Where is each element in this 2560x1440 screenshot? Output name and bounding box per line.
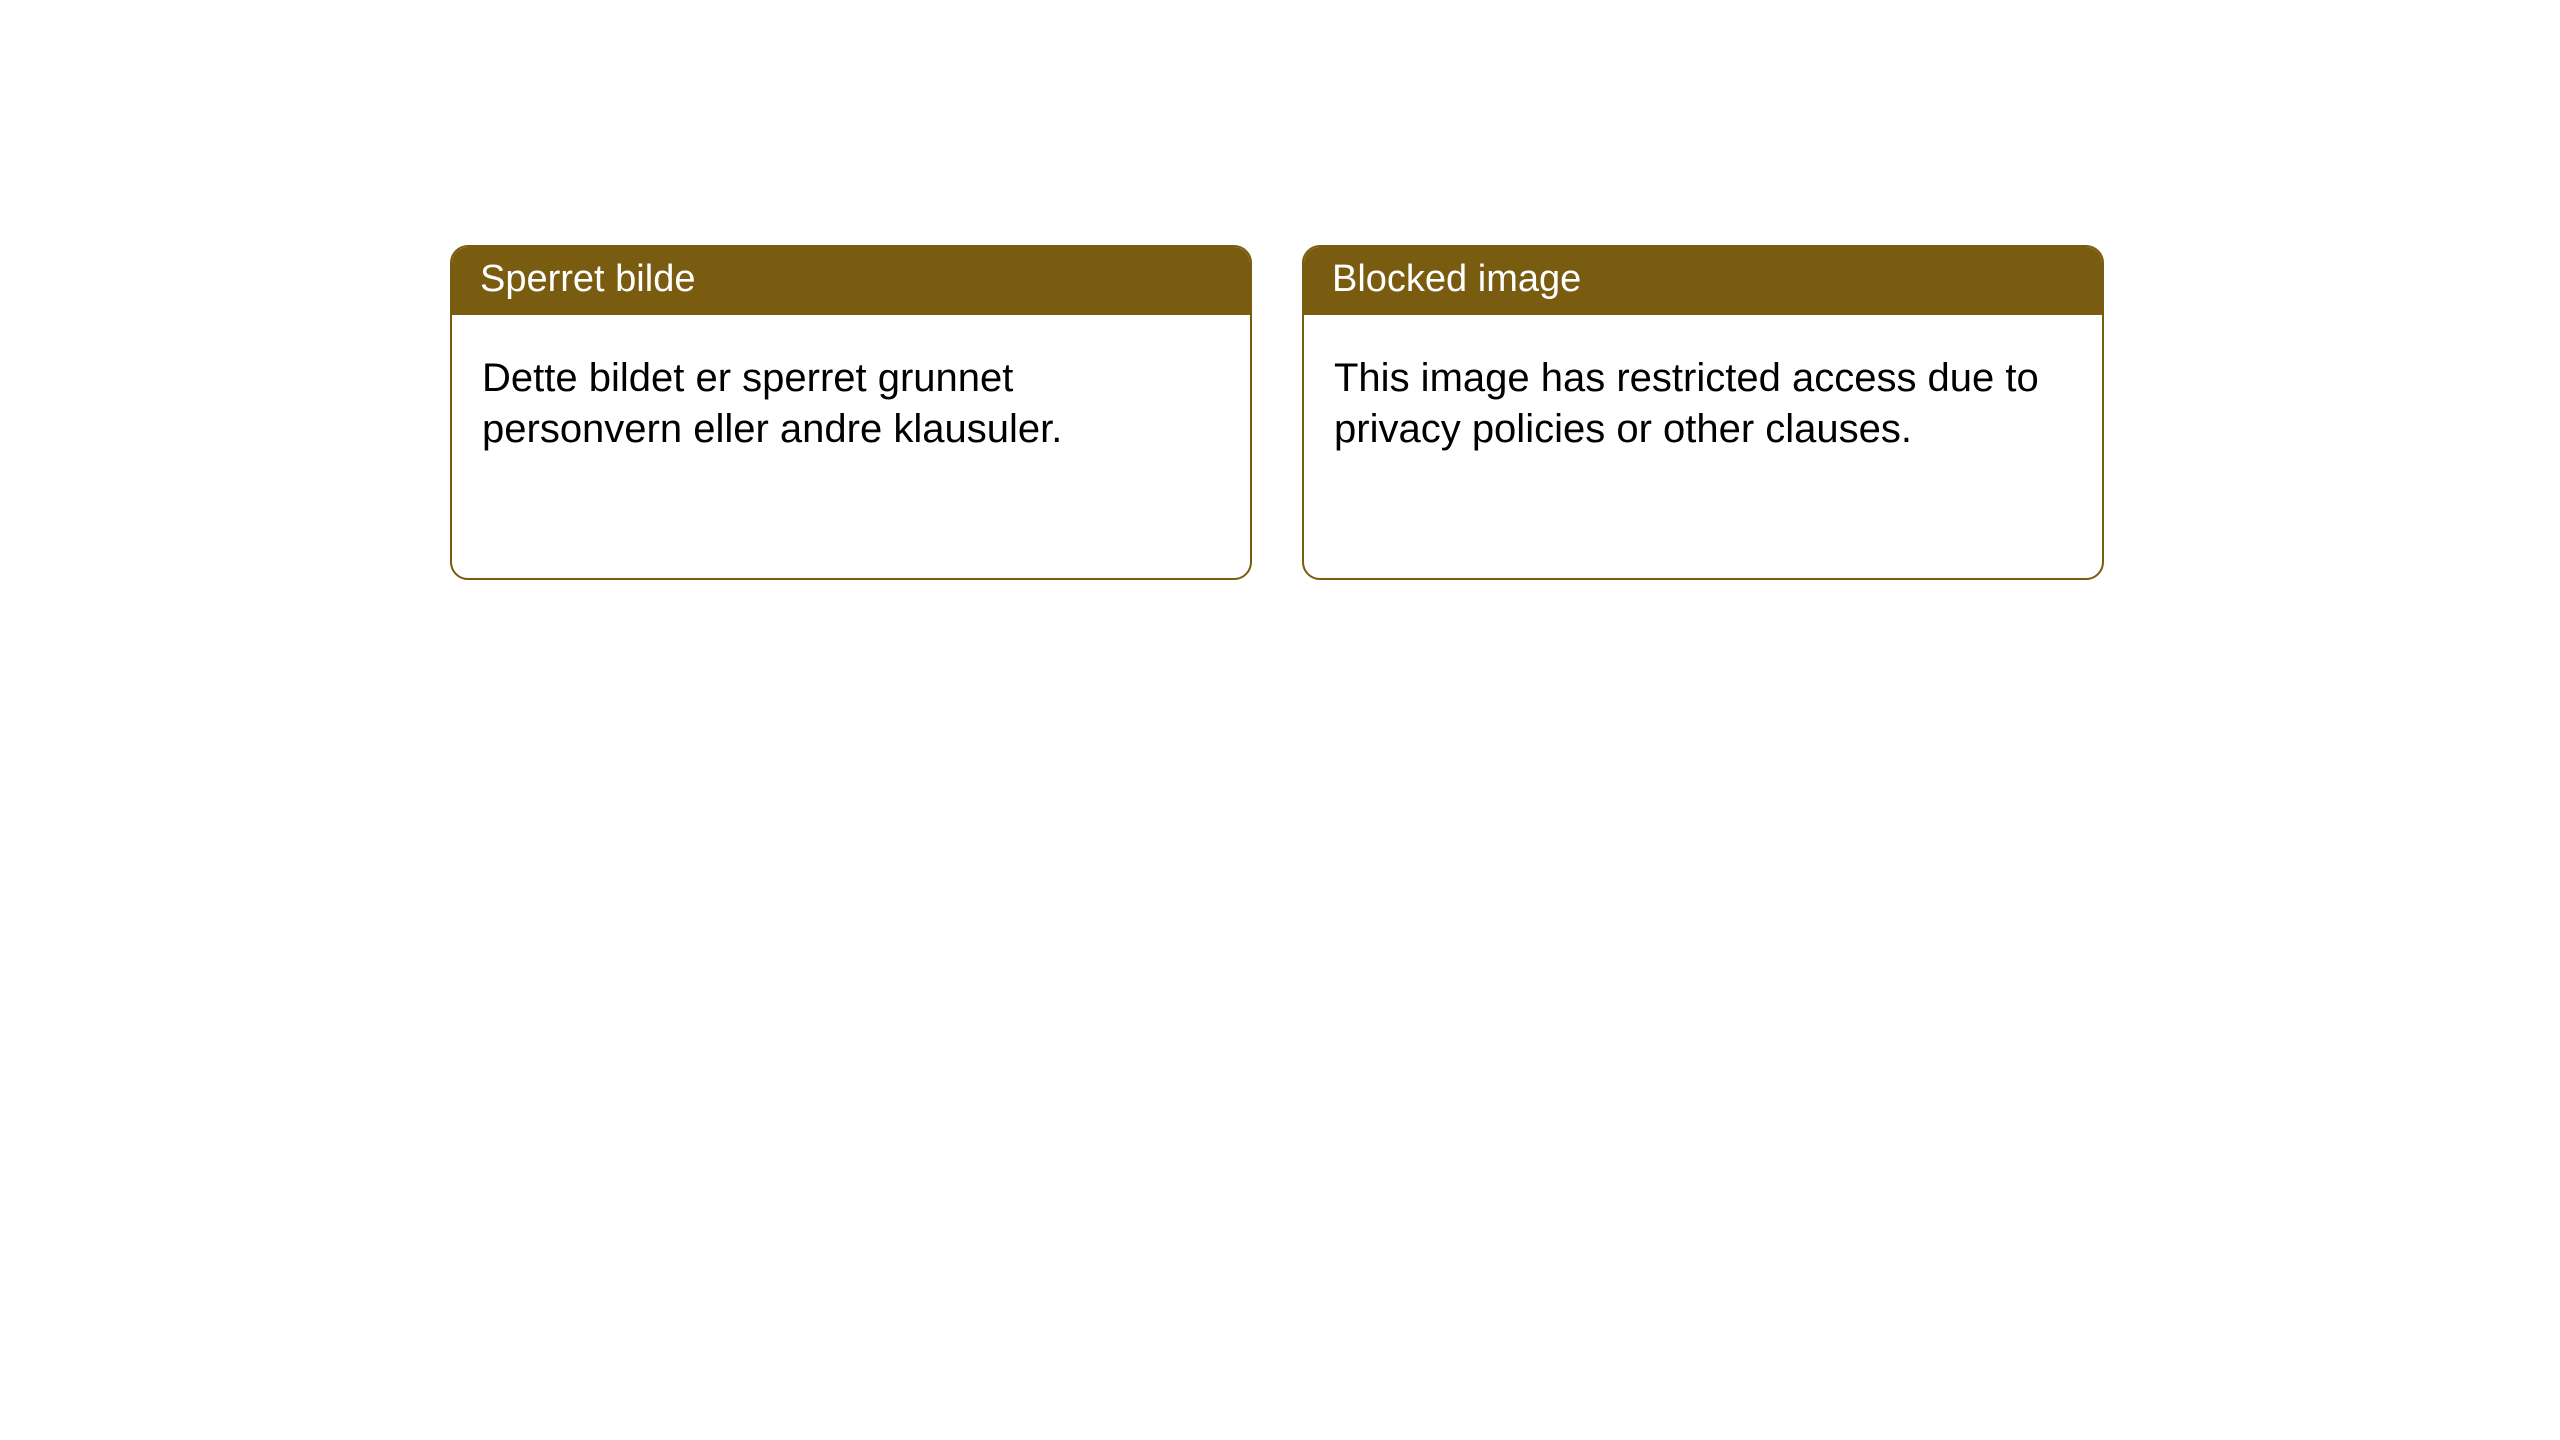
notice-container: Sperret bilde Dette bildet er sperret gr…: [0, 0, 2560, 580]
card-body: Dette bildet er sperret grunnet personve…: [452, 315, 1250, 485]
notice-card-english: Blocked image This image has restricted …: [1302, 245, 2104, 580]
card-body: This image has restricted access due to …: [1304, 315, 2102, 485]
card-body-text: Dette bildet er sperret grunnet personve…: [482, 356, 1062, 451]
card-header: Sperret bilde: [452, 247, 1250, 315]
notice-card-norwegian: Sperret bilde Dette bildet er sperret gr…: [450, 245, 1252, 580]
card-body-text: This image has restricted access due to …: [1334, 356, 2039, 451]
card-header: Blocked image: [1304, 247, 2102, 315]
card-title: Blocked image: [1332, 258, 1581, 300]
card-title: Sperret bilde: [480, 258, 695, 300]
